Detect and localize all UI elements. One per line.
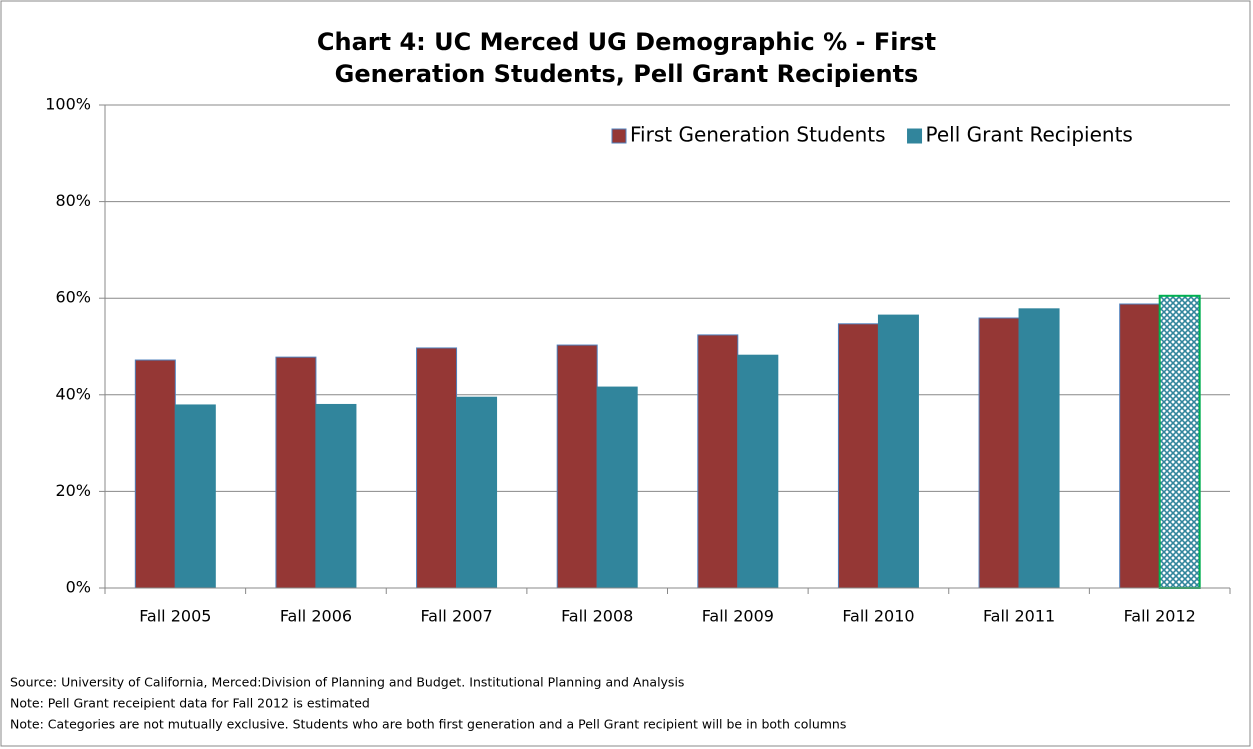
bar	[596, 386, 638, 589]
y-tick-label: 80%	[55, 191, 91, 210]
note: Note: Pell Grant receipient data for Fal…	[10, 696, 370, 711]
bar	[877, 314, 919, 589]
bar	[837, 323, 879, 589]
x-tick-label: Fall 2012	[1124, 607, 1196, 626]
bar	[1119, 303, 1161, 589]
bar	[556, 344, 598, 589]
bar	[315, 403, 357, 589]
bar	[697, 334, 739, 589]
legend-label: Pell Grant Recipients	[926, 123, 1133, 147]
x-tick-label: Fall 2009	[702, 607, 774, 626]
bar	[456, 396, 498, 589]
bar	[978, 317, 1020, 589]
legend-swatch	[611, 128, 627, 144]
note: Note: Categories are not mutually exclus…	[10, 717, 846, 732]
x-tick-label: Fall 2010	[842, 607, 914, 626]
bar	[737, 354, 779, 589]
legend-swatch	[907, 128, 923, 144]
x-tick-label: Fall 2011	[983, 607, 1055, 626]
bar	[174, 404, 216, 589]
bar	[1158, 294, 1201, 589]
bar	[134, 359, 176, 589]
x-tick-label: Fall 2008	[561, 607, 633, 626]
bar	[1018, 308, 1060, 589]
y-tick-label: 60%	[55, 288, 91, 307]
x-tick-label: Fall 2006	[280, 607, 352, 626]
y-tick-label: 0%	[66, 578, 91, 597]
y-tick-label: 100%	[45, 95, 91, 114]
y-tick-label: 40%	[55, 384, 91, 403]
y-tick-label: 20%	[55, 481, 91, 500]
x-tick-label: Fall 2005	[139, 607, 211, 626]
legend-label: First Generation Students	[630, 123, 886, 147]
note: Source: University of California, Merced…	[10, 675, 684, 690]
x-tick-label: Fall 2007	[420, 607, 492, 626]
bar	[416, 347, 458, 589]
bar	[275, 356, 317, 589]
chart-title: Chart 4: UC Merced UG Demographic % - Fi…	[316, 28, 937, 88]
